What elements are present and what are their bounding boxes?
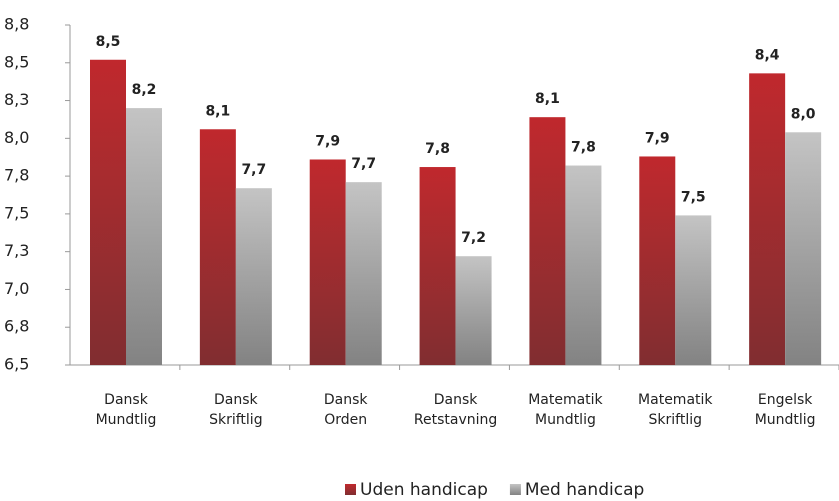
x-tick-label: Mundtlig: [755, 412, 816, 428]
bar: [675, 215, 712, 365]
value-label: 8,5: [96, 34, 121, 50]
legend-swatch: [345, 484, 356, 495]
y-tick-label: 7,5: [4, 203, 29, 222]
x-tick-label: Mundtlig: [535, 412, 596, 428]
value-label: 7,9: [645, 130, 670, 146]
x-tick-label: Orden: [324, 412, 367, 428]
bar: [455, 256, 492, 365]
y-tick-label: 7,8: [4, 166, 29, 185]
bar: [235, 188, 272, 365]
y-tick-label: 8,8: [4, 15, 29, 34]
bar: [749, 73, 786, 365]
x-tick-label: Engelsk: [758, 392, 813, 408]
legend-label: Uden handicap: [360, 480, 488, 500]
value-label: 7,7: [351, 156, 376, 172]
y-tick-label: 8,0: [4, 128, 29, 147]
legend-swatch: [509, 484, 521, 495]
value-label: 7,7: [241, 162, 266, 178]
value-label: 7,8: [425, 141, 450, 157]
bar: [90, 59, 126, 365]
value-label: 7,5: [681, 189, 706, 205]
bar: [639, 156, 676, 365]
y-tick-label: 6,8: [4, 317, 29, 336]
value-label: 8,4: [755, 47, 780, 63]
x-tick-label: Dansk: [434, 392, 479, 408]
legend-label: Med handicap: [525, 480, 644, 500]
bar: [529, 117, 566, 365]
value-label: 8,1: [205, 103, 230, 119]
x-tick-label: Dansk: [214, 392, 259, 408]
bar: [309, 159, 346, 365]
value-label: 7,9: [315, 133, 340, 149]
x-tick-label: Skriftlig: [209, 412, 262, 428]
value-label: 8,2: [132, 82, 157, 98]
y-tick-label: 7,0: [4, 279, 29, 298]
x-tick-label: Retstavning: [414, 412, 497, 428]
value-label: 7,2: [461, 230, 486, 246]
x-tick-label: Dansk: [104, 392, 149, 408]
x-tick-label: Skriftlig: [649, 412, 702, 428]
bar: [126, 108, 162, 365]
bar: [785, 132, 822, 365]
x-tick-label: Matematik: [528, 392, 603, 408]
x-tick-label: Dansk: [324, 392, 369, 408]
value-label: 7,8: [571, 140, 596, 156]
bar: [565, 165, 602, 365]
bar: [199, 129, 236, 365]
bar: [419, 167, 456, 365]
x-tick-label: Matematik: [638, 392, 713, 408]
y-tick-label: 6,5: [4, 355, 29, 374]
y-tick-label: 8,5: [4, 52, 29, 71]
bar: [345, 182, 382, 365]
y-tick-label: 7,3: [4, 241, 29, 260]
x-tick-label: Mundtlig: [96, 412, 157, 428]
value-label: 8,0: [791, 106, 816, 122]
y-tick-label: 8,3: [4, 90, 29, 109]
value-label: 8,1: [535, 91, 560, 107]
